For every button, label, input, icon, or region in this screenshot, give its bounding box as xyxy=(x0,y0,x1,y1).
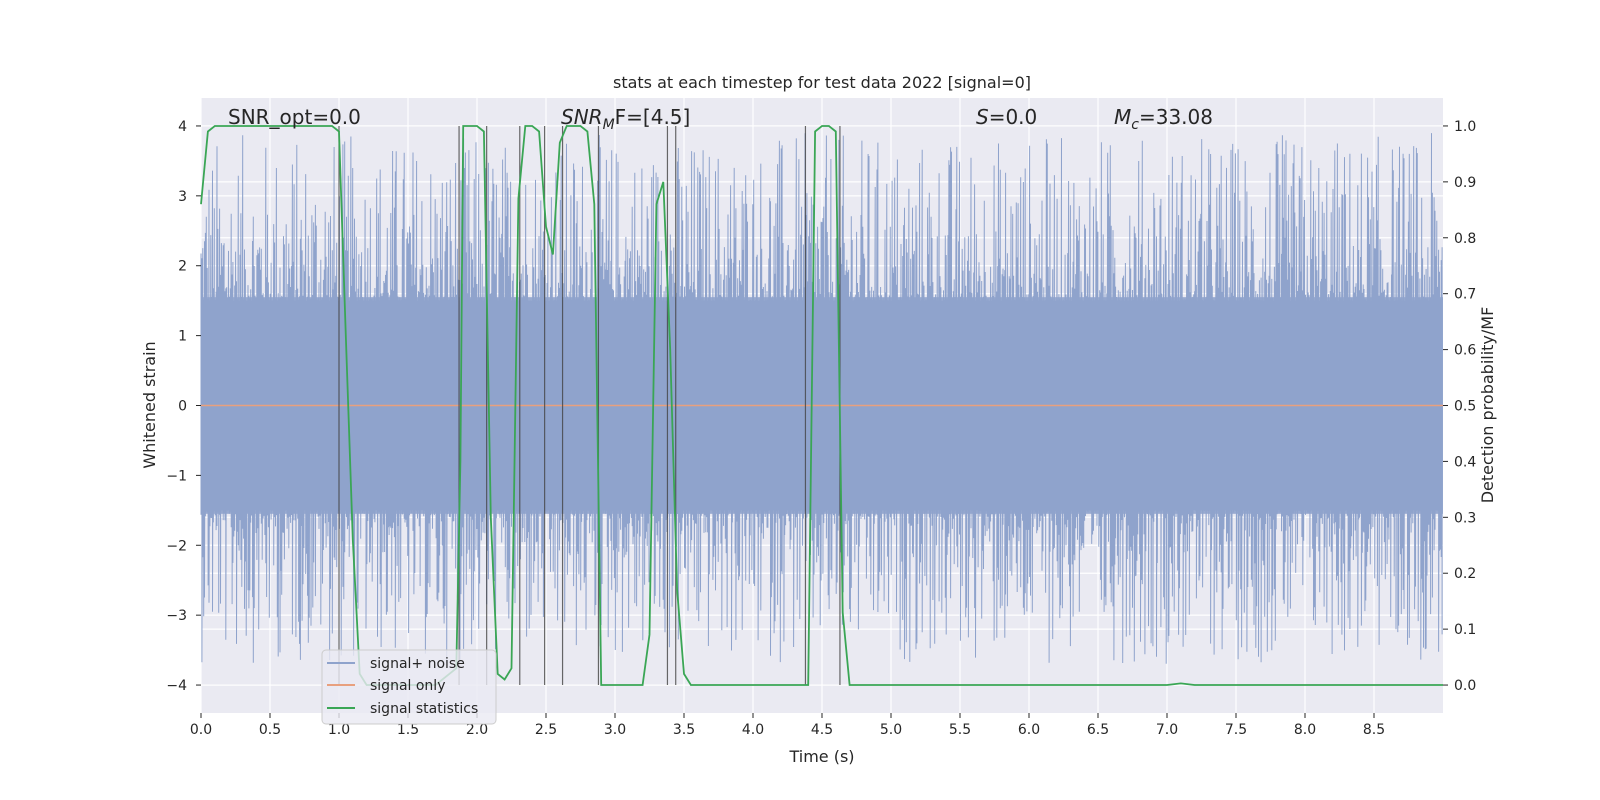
legend: signal+ noise signal only signal statist… xyxy=(321,649,497,725)
y-tick-label-right: 0.8 xyxy=(1454,231,1476,247)
snr-mf-rest: F=[4.5] xyxy=(615,105,691,129)
x-tick-label: 0.5 xyxy=(259,722,281,738)
x-tick-label: 7.0 xyxy=(1156,722,1178,738)
annotation-mc: Mc=33.08 xyxy=(1114,105,1213,133)
y-axis-label-right: Detection probability/MF xyxy=(1478,307,1497,504)
x-tick-label: 0.0 xyxy=(190,722,212,738)
annotation-s: S=0.0 xyxy=(976,105,1037,129)
x-tick-label: 7.5 xyxy=(1225,722,1247,738)
x-tick-label: 2.0 xyxy=(466,722,488,738)
y-tick-label-left: −4 xyxy=(166,678,187,694)
x-ticks: 0.0 0.5 1.0 1.5 2.0 2.5 3.0 3.5 4.0 4.5 5.0 5.5 6.0 6… xyxy=(190,713,1385,738)
annotation-snr-mf: SNRMF=[4.5] xyxy=(561,105,690,133)
x-tick-label: 6.5 xyxy=(1087,722,1109,738)
mc-rest: =33.08 xyxy=(1139,105,1213,129)
s-var: S xyxy=(976,105,989,129)
annotation-snr-opt: SNR_opt=0.0 xyxy=(228,105,361,129)
legend-label-signal-only: signal only xyxy=(370,678,445,694)
y-tick-label-right: 0.1 xyxy=(1454,622,1476,638)
mc-sub: c xyxy=(1131,117,1139,133)
y-tick-label-left: 4 xyxy=(178,119,187,135)
y-tick-label-left: −3 xyxy=(166,608,187,624)
vertical-lines xyxy=(338,125,841,686)
x-axis-label: Time (s) xyxy=(788,747,854,766)
y-tick-label-right: 0.2 xyxy=(1454,566,1476,582)
x-tick-label: 5.0 xyxy=(880,722,902,738)
x-tick-label: 6.0 xyxy=(1018,722,1040,738)
legend-label-noise: signal+ noise xyxy=(370,656,465,672)
x-tick-label: 5.5 xyxy=(949,722,971,738)
y-tick-label-right: 0.0 xyxy=(1454,678,1476,694)
y-tick-label-left: 2 xyxy=(178,259,187,275)
x-tick-label: 3.5 xyxy=(673,722,695,738)
y-tick-label-left: −2 xyxy=(166,538,187,554)
y-tick-label-right: 0.6 xyxy=(1454,343,1476,359)
noise-spikes xyxy=(200,133,1443,664)
s-rest: =0.0 xyxy=(989,105,1038,129)
y-tick-label-right: 0.4 xyxy=(1454,454,1476,470)
y-tick-label-right: 0.3 xyxy=(1454,510,1476,526)
x-tick-label: 2.5 xyxy=(535,722,557,738)
chart-title: stats at each timestep for test data 202… xyxy=(613,73,1031,92)
x-tick-label: 1.5 xyxy=(397,722,419,738)
x-tick-label: 4.0 xyxy=(742,722,764,738)
x-tick-label: 8.0 xyxy=(1294,722,1316,738)
y-axis-label-left: Whitened strain xyxy=(140,341,159,468)
x-tick-label: 3.0 xyxy=(604,722,626,738)
y-ticks-right: 0.0 0.1 0.2 0.3 0.4 0.5 0.6 0.7 0.8 0.9 1.0 xyxy=(1443,119,1476,694)
y-tick-label-right: 0.9 xyxy=(1454,175,1476,191)
y-tick-label-right: 1.0 xyxy=(1454,119,1476,135)
y-tick-label-left: 3 xyxy=(178,189,187,205)
legend-box xyxy=(321,649,497,725)
x-tick-label: 4.5 xyxy=(811,722,833,738)
y-tick-label-right: 0.5 xyxy=(1454,399,1476,415)
y-tick-label-left: −1 xyxy=(166,468,187,484)
y-tick-label-left: 0 xyxy=(178,399,187,415)
legend-label-statistics: signal statistics xyxy=(370,701,478,717)
y-tick-label-left: 1 xyxy=(178,329,187,345)
y-tick-label-right: 0.7 xyxy=(1454,287,1476,303)
y-ticks-left: −4 −3 −2 −1 0 1 2 3 4 xyxy=(166,119,201,694)
mc-var: M xyxy=(1114,105,1131,129)
snr-mf-base: SNR xyxy=(561,105,603,129)
x-tick-label: 8.5 xyxy=(1363,722,1385,738)
x-tick-label: 1.0 xyxy=(328,722,350,738)
snr-mf-sub: M xyxy=(603,117,615,133)
